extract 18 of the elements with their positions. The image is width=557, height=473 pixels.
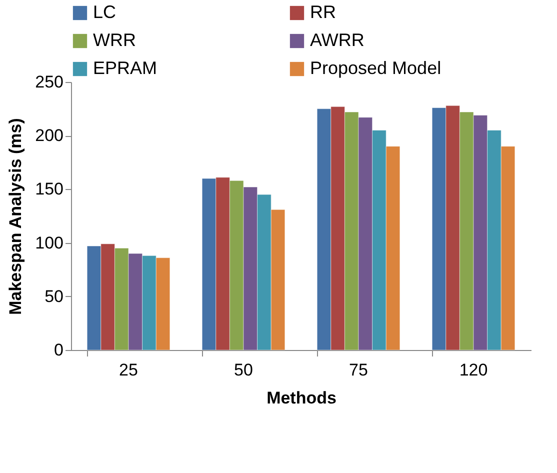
y-tick-label: 250 bbox=[35, 72, 64, 92]
y-axis-title: Makespan Analysis (ms) bbox=[6, 118, 26, 315]
legend-label: RR bbox=[310, 2, 336, 22]
y-tick-label: 100 bbox=[35, 233, 64, 252]
legend-label: EPRAM bbox=[93, 58, 158, 78]
legend-label: AWRR bbox=[310, 30, 364, 50]
y-tick-label: 50 bbox=[44, 286, 64, 306]
legend-label: WRR bbox=[93, 30, 136, 50]
x-tick-label: 120 bbox=[459, 360, 488, 380]
x-tick-label: 75 bbox=[349, 360, 368, 380]
legend-label: LC bbox=[93, 2, 116, 22]
x-axis-title: Methods bbox=[266, 388, 336, 408]
x-tick-label: 25 bbox=[119, 360, 138, 380]
y-tick-label: 200 bbox=[35, 126, 64, 146]
legend-label: Proposed Model bbox=[310, 58, 442, 78]
x-tick-label: 50 bbox=[234, 360, 253, 380]
y-tick-label: 0 bbox=[54, 340, 64, 360]
y-tick-label: 150 bbox=[35, 180, 64, 199]
